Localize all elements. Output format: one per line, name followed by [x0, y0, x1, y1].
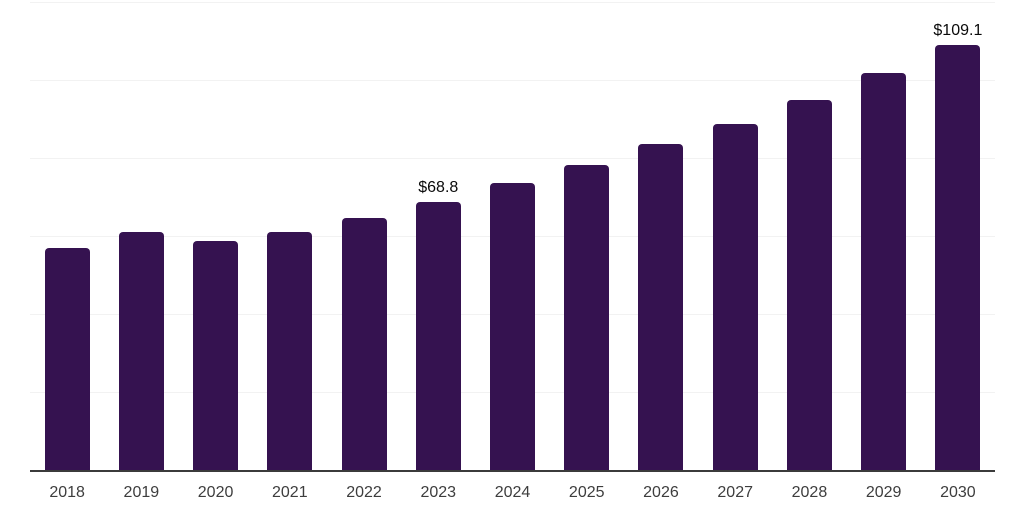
bar-2027	[712, 123, 758, 470]
bar-2023	[415, 201, 461, 470]
x-tick-label-2028: 2028	[791, 484, 828, 501]
x-tick-label-2020: 2020	[197, 484, 234, 501]
gridline-120	[30, 2, 995, 3]
x-tick-label-2029: 2029	[865, 484, 902, 501]
bar-2020	[193, 240, 239, 470]
x-tick-label-2024: 2024	[494, 484, 531, 501]
bar-2022	[341, 218, 387, 470]
bar-2019	[118, 232, 164, 470]
bar-2028	[786, 99, 832, 470]
x-tick-label-2018: 2018	[49, 484, 85, 501]
gridline-100	[30, 80, 995, 81]
bar-2021	[267, 232, 313, 470]
x-tick-label-2021: 2021	[272, 484, 308, 501]
bar-2024	[490, 182, 535, 470]
bar-2018	[44, 247, 90, 470]
x-tick-label-2022: 2022	[346, 484, 382, 501]
x-tick-label-2025: 2025	[568, 484, 605, 501]
bar-2025	[564, 164, 610, 470]
x-tick-label-2023: 2023	[420, 484, 457, 501]
bar-value-label-2030: $109.1	[933, 21, 983, 39]
x-tick-label-2019: 2019	[123, 484, 160, 501]
bar-value-label-2023: $68.8	[418, 178, 459, 196]
gridline-80	[30, 158, 995, 159]
x-tick-label-2027: 2027	[717, 484, 753, 501]
bar-2029	[861, 72, 907, 470]
x-axis-line	[30, 470, 995, 472]
x-tick-label-2030: 2030	[940, 484, 976, 501]
bar-2026	[638, 144, 684, 470]
x-tick-label-2026: 2026	[643, 484, 679, 501]
bar-2030	[935, 44, 981, 470]
